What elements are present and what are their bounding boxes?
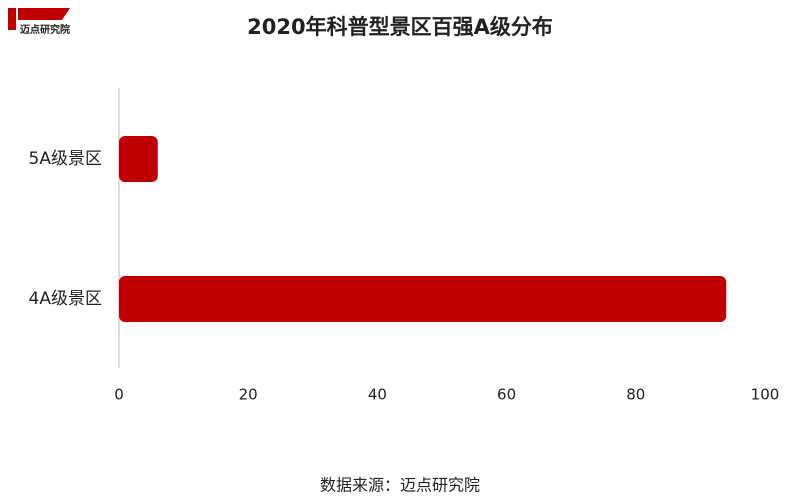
y-tick-label: 4A级景区: [29, 289, 102, 309]
x-tick-label: 0: [114, 386, 124, 404]
source-note: 数据来源：迈点研究院: [320, 476, 480, 495]
bar: [119, 136, 158, 182]
x-tick-label: 20: [239, 386, 258, 404]
x-tick-label: 80: [626, 386, 645, 404]
logo-text: 迈点研究院: [20, 23, 70, 36]
logo-icon: [8, 8, 16, 30]
logo: 迈点研究院: [8, 8, 70, 36]
x-tick-label: 100: [751, 386, 780, 404]
bar: [119, 276, 727, 322]
chart-title: 2020年科普型景区百强A级分布: [247, 15, 553, 39]
x-tick-label: 40: [368, 386, 387, 404]
logo-banner: [18, 8, 70, 20]
x-tick-label: 60: [497, 386, 516, 404]
y-tick-label: 5A级景区: [29, 149, 102, 169]
